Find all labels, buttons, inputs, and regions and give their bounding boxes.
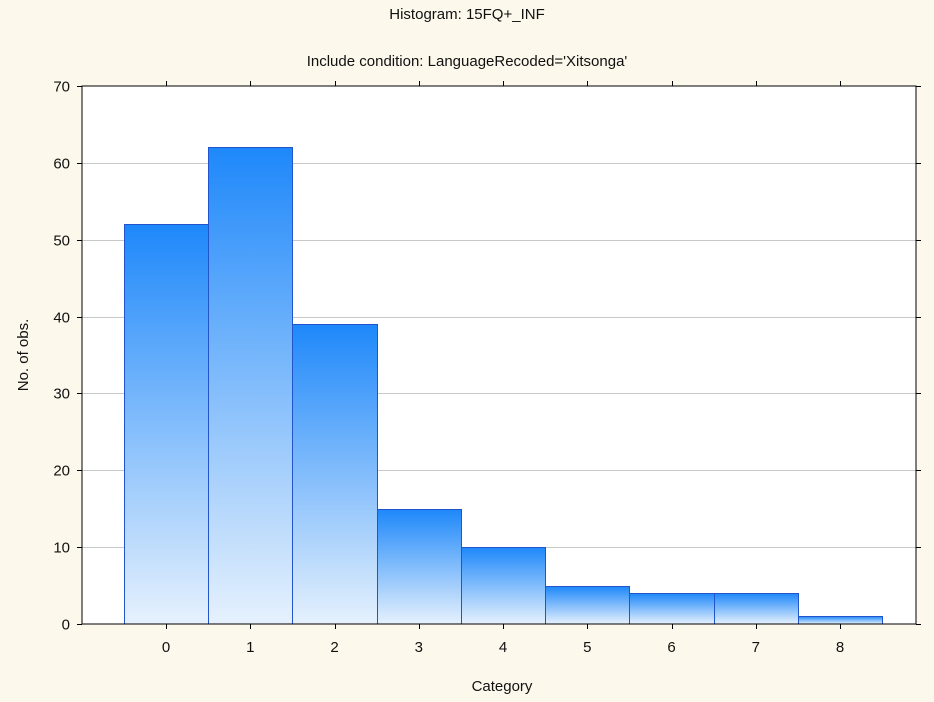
histogram-bar-7 [714, 593, 799, 625]
histogram-bar-6 [629, 593, 715, 625]
histogram-bar-3 [377, 509, 462, 625]
x-tick-label: 3 [415, 639, 423, 656]
x-tick-label: 8 [836, 639, 844, 656]
x-tick-label: 0 [162, 639, 170, 656]
y-tick-label: 50 [53, 233, 70, 250]
plot-frame [81, 85, 917, 625]
y-tick-label: 70 [53, 79, 70, 96]
chart-subtitle: Include condition: LanguageRecoded='Xits… [307, 53, 628, 70]
histogram-bar-1 [208, 147, 293, 625]
x-tick-label: 5 [583, 639, 591, 656]
x-axis-title: Category [472, 678, 533, 695]
x-tick-label: 1 [246, 639, 254, 656]
axis-ticks: 0 10 20 30 40 50 60 70 0 1 2 3 4 5 6 7 8 [53, 79, 921, 656]
x-tick-label: 2 [330, 639, 338, 656]
x-tick-label: 7 [752, 639, 760, 656]
x-tick-label: 6 [667, 639, 675, 656]
y-tick-label: 40 [53, 310, 70, 327]
y-tick-label: 0 [62, 617, 70, 634]
y-tick-label: 20 [53, 463, 70, 480]
histogram-bar-8 [798, 616, 883, 625]
histogram-bar-5 [545, 586, 630, 625]
histogram-bar-4 [461, 547, 546, 625]
y-tick-label: 60 [53, 156, 70, 173]
chart-title: Histogram: 15FQ+_INF [389, 6, 544, 23]
y-tick-label: 10 [53, 540, 70, 557]
y-axis-title: No. of obs. [15, 319, 32, 392]
histogram-bar-0 [124, 224, 209, 625]
bars [124, 147, 883, 625]
x-tick-label: 4 [499, 639, 507, 656]
y-tick-label: 30 [53, 386, 70, 403]
histogram-bar-2 [292, 324, 378, 625]
